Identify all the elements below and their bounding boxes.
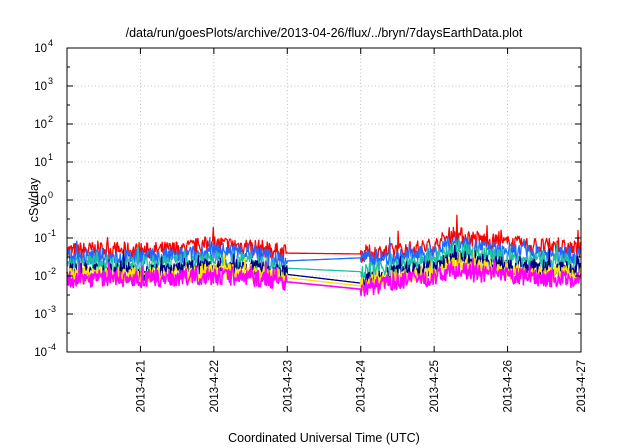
series-line (66, 257, 582, 297)
y-tick-label: 10 (34, 119, 47, 131)
y-tick-exponent: -4 (48, 342, 56, 352)
x-tick-label: 2013-4-21 (135, 360, 147, 412)
x-tick-label: 2013-4-23 (282, 360, 294, 412)
x-axis-label: Coordinated Universal Time (UTC) (228, 431, 420, 445)
x-tick-label: 2013-4-27 (576, 360, 588, 412)
x-tick-label: 2013-4-24 (356, 359, 368, 412)
ticks (67, 47, 582, 353)
x-tick-label: 2013-4-25 (429, 360, 441, 412)
x-tick-label: 2013-4-26 (503, 360, 515, 412)
x-tick-label: 2013-4-22 (209, 360, 221, 412)
series-line (66, 248, 582, 293)
series-layer (66, 214, 582, 297)
series-line (66, 237, 582, 281)
y-tick-exponent: 1 (48, 152, 53, 162)
y-tick-label: 10 (34, 233, 47, 245)
y-tick-exponent: -2 (48, 266, 56, 276)
y-tick-exponent: 2 (48, 114, 53, 124)
y-tick-label: 10 (34, 195, 47, 207)
x-tick-labels: 2013-4-21 2013-4-22 2013-4-23 2013-4-24 2013… (135, 359, 588, 412)
y-tick-exponent: -3 (48, 304, 56, 314)
y-tick-label: 10 (34, 43, 47, 55)
chart-title: /data/run/goesPlots/archive/2013-04-26/f… (126, 26, 523, 40)
y-tick-exponent: 0 (48, 190, 53, 200)
y-tick-exponent: -1 (48, 228, 56, 238)
y-tick-label: 10 (34, 81, 47, 93)
y-tick-exponent: 3 (48, 76, 53, 86)
y-tick-label: 10 (34, 309, 47, 321)
grid (67, 48, 581, 352)
y-axis-label: cSv/day (27, 177, 41, 222)
y-tick-label: 10 (34, 347, 47, 359)
y-tick-exponent: 4 (48, 38, 53, 48)
y-tick-label: 10 (34, 157, 47, 169)
series-line (66, 233, 582, 267)
y-tick-label: 10 (34, 271, 47, 283)
